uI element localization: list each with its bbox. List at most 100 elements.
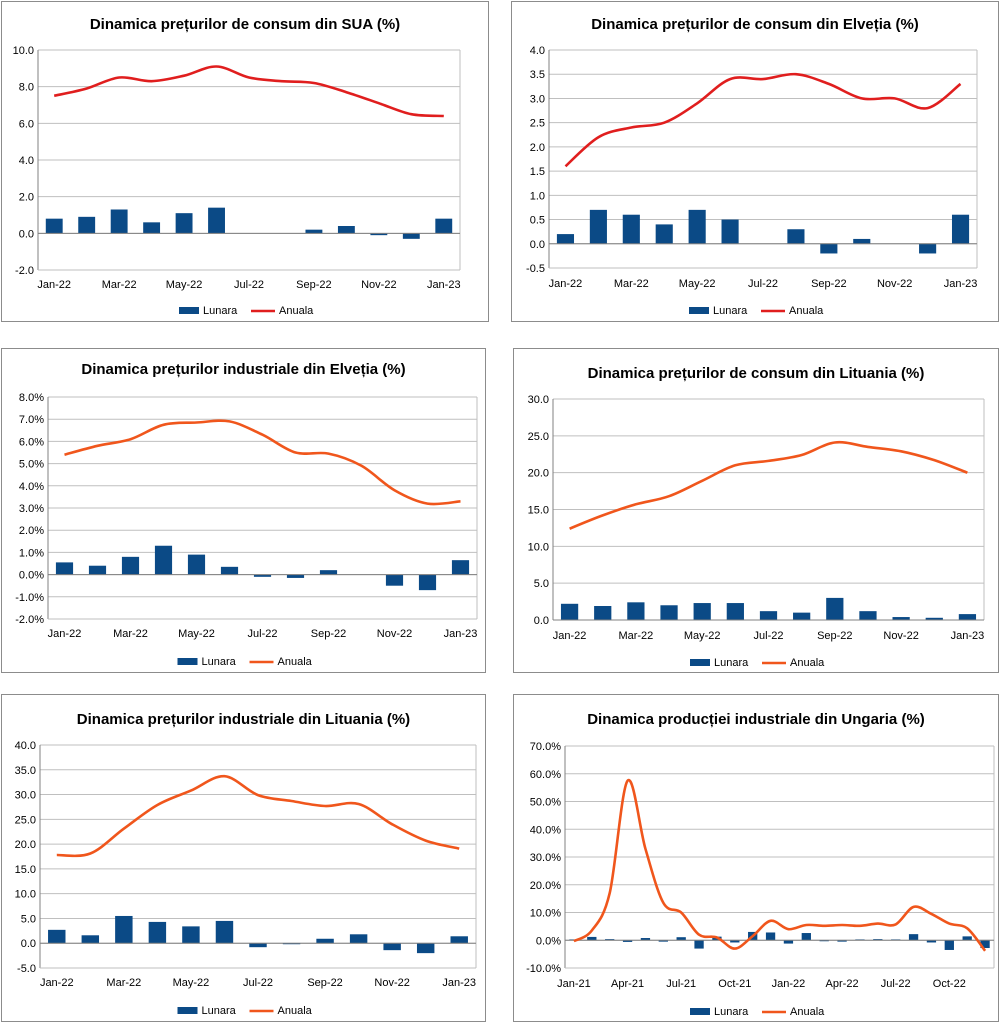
y-tick-label: 0.5 [530, 215, 545, 227]
x-tick-label: Jul-22 [243, 977, 273, 989]
y-tick-label: 8.0% [19, 392, 44, 404]
bar-lunara [962, 936, 972, 941]
bar-lunara [148, 921, 167, 944]
chart-panel-lithuania-cpi: Dinamica prețurilor de consum din Lituan… [513, 348, 999, 673]
x-tick-label: Mar-22 [106, 977, 141, 989]
x-tick-label: Nov-22 [361, 279, 396, 291]
legend-swatch-lunara [690, 1008, 710, 1015]
x-tick-label: Sep-22 [817, 630, 852, 642]
chart-lithuania-ppi: Dinamica prețurilor industriale din Litu… [15, 711, 477, 1017]
y-tick-label: 0.0% [536, 935, 561, 947]
chart-title: Dinamica producției industriale din Unga… [587, 711, 925, 728]
bar-lunara [450, 936, 468, 944]
x-tick-label: May-22 [166, 279, 203, 291]
bar-lunara [801, 933, 811, 941]
x-tick-label: Sep-22 [307, 977, 342, 989]
bar-lunara [660, 605, 678, 620]
x-tick-label: Nov-22 [883, 630, 918, 642]
bar-lunara [383, 943, 401, 951]
bar-lunara [253, 574, 272, 577]
y-tick-label: 30.0 [15, 790, 36, 802]
bar-lunara [640, 938, 651, 941]
bar-lunara [726, 603, 744, 620]
y-tick-label: 1.0 [530, 190, 545, 202]
y-tick-label: 3.5 [530, 69, 545, 81]
x-tick-label: Jul-22 [248, 628, 278, 640]
y-tick-label: 20.0 [15, 839, 36, 851]
chart-switzerland-ppi: Dinamica prețurilor industriale din Elve… [15, 361, 478, 668]
bar-lunara [187, 554, 206, 575]
bar-lunara [418, 574, 437, 591]
line-anuala [64, 419, 461, 506]
y-tick-label: 10.0 [13, 45, 34, 57]
y-tick-label: 10.0% [530, 908, 561, 920]
bar-lunara [980, 940, 990, 949]
x-tick-label: Jan-22 [48, 628, 82, 640]
bar-lunara [820, 243, 838, 254]
bar-lunara [435, 218, 453, 234]
x-tick-label: Jan-22 [553, 630, 587, 642]
bar-lunara [721, 219, 739, 244]
x-tick-label: Jan-23 [427, 279, 461, 291]
bar-lunara [560, 603, 579, 620]
legend-swatch-lunara [689, 307, 709, 314]
x-tick-label: May-22 [173, 977, 210, 989]
legend-label-lunara: Lunara [202, 1005, 237, 1017]
legend-swatch-lunara [179, 307, 199, 314]
x-tick-label: Nov-22 [377, 628, 412, 640]
bar-lunara [55, 562, 74, 575]
x-tick-label: Mar-22 [618, 630, 653, 642]
bar-lunara [385, 574, 404, 586]
bar-lunara [759, 611, 778, 620]
x-tick-label: Jan-22 [37, 279, 71, 291]
y-tick-label: -2.0% [15, 614, 44, 626]
legend-label-lunara: Lunara [202, 656, 237, 668]
bar-lunara [826, 597, 844, 620]
y-tick-label: 25.0 [15, 814, 36, 826]
x-tick-label: May-22 [679, 278, 716, 290]
y-tick-label: 6.0 [19, 118, 34, 130]
x-tick-label: Jan-23 [951, 630, 985, 642]
y-tick-label: 3.0% [19, 503, 44, 515]
bar-lunara [370, 233, 388, 236]
chart-title: Dinamica prețurilor de consum din SUA (%… [90, 16, 400, 33]
bar-lunara [783, 940, 794, 944]
y-tick-label: 4.0 [19, 155, 34, 167]
y-tick-label: 70.0% [530, 741, 561, 753]
bar-lunara [220, 566, 239, 575]
y-tick-label: 15.0 [15, 864, 36, 876]
x-tick-label: Jan-22 [40, 977, 74, 989]
x-tick-label: Mar-22 [614, 278, 649, 290]
y-tick-label: 15.0 [528, 505, 549, 517]
x-tick-label: Jul-21 [666, 978, 696, 990]
y-tick-label: 60.0% [530, 769, 561, 781]
chart-panel-switzerland-cpi: Dinamica prețurilor de consum din Elveți… [511, 1, 999, 322]
bar-lunara [319, 570, 338, 575]
y-tick-label: 1.0% [19, 547, 44, 559]
x-tick-label: Nov-22 [877, 278, 912, 290]
legend-label-anuala: Anuala [790, 1006, 825, 1018]
y-tick-label: -5.0 [17, 963, 36, 975]
chart-hungary-industrial-production: Dinamica producției industriale din Unga… [526, 711, 995, 1018]
y-tick-label: 40.0% [530, 824, 561, 836]
legend-swatch-lunara [177, 1007, 198, 1014]
x-tick-label: Oct-22 [933, 978, 966, 990]
x-tick-label: Mar-22 [113, 628, 148, 640]
y-tick-label: 2.0 [530, 142, 545, 154]
y-tick-label: 7.0% [19, 414, 44, 426]
bar-lunara [337, 226, 355, 234]
bar-lunara [110, 209, 128, 234]
chart-panel-usa-cpi: Dinamica prețurilor de consum din SUA (%… [1, 1, 489, 322]
bar-lunara [589, 209, 607, 244]
y-tick-label: 20.0 [528, 468, 549, 480]
x-tick-label: Jan-22 [549, 278, 583, 290]
y-tick-label: 8.0 [19, 82, 34, 94]
line-anuala [573, 778, 987, 952]
bar-lunara [951, 214, 970, 244]
bar-lunara [175, 213, 193, 234]
legend-label-anuala: Anuala [279, 305, 314, 317]
y-tick-label: 0.0 [530, 239, 545, 251]
bar-lunara [208, 207, 225, 234]
y-tick-label: 2.5 [530, 118, 545, 130]
bar-lunara [182, 926, 200, 944]
